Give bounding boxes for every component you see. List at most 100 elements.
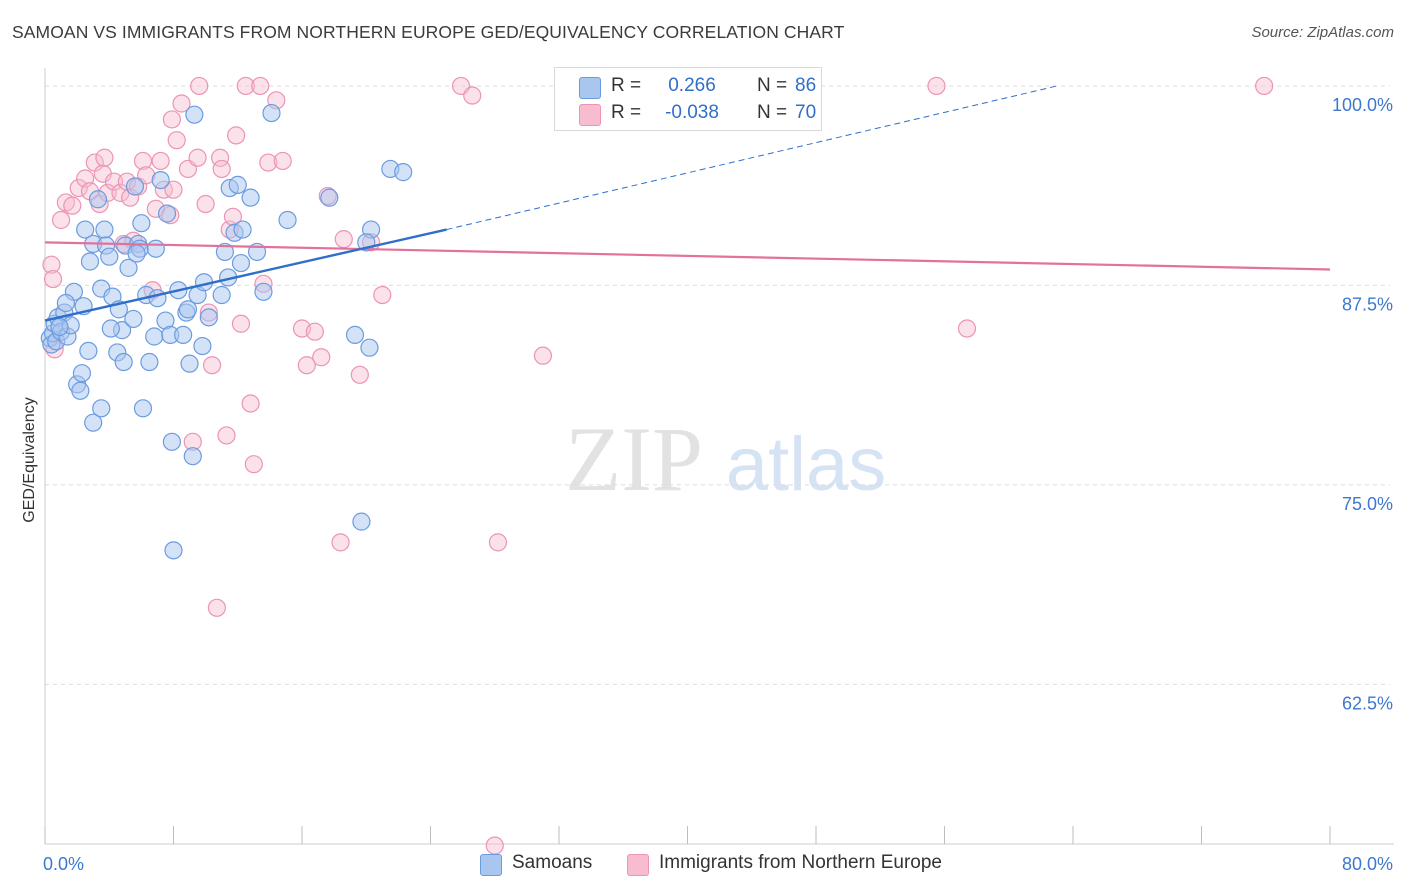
gridlines: [45, 85, 1390, 685]
data-point: [148, 289, 167, 308]
data-point: [140, 352, 159, 372]
data-point: [228, 175, 247, 194]
data-point: [92, 399, 111, 418]
data-point: [463, 86, 482, 105]
watermark-atlas: atlas: [726, 422, 887, 507]
data-point: [394, 163, 413, 182]
data-point: [69, 178, 88, 198]
data-point: [42, 255, 61, 274]
data-point: [88, 190, 108, 209]
legend-n-value: 86: [795, 75, 817, 96]
legend-r-label: R =: [611, 102, 642, 123]
x-tick-label-min: 0.0%: [43, 854, 84, 874]
data-point: [196, 194, 215, 214]
legend-n-label: N =: [757, 102, 788, 123]
data-point: [80, 252, 100, 271]
data-point: [227, 126, 246, 145]
data-point: [183, 447, 202, 466]
legend-swatch-pink: [579, 104, 601, 126]
data-point: [84, 413, 103, 432]
data-point: [164, 180, 183, 199]
legend-r-label: R =: [611, 75, 642, 96]
correlation-legend: R = 0.266 N = 86 R = -0.038 N = 70: [554, 67, 822, 131]
data-point: [957, 319, 977, 338]
data-point: [95, 148, 114, 167]
data-point: [927, 76, 946, 96]
data-point: [145, 327, 164, 346]
data-point: [79, 341, 98, 360]
data-point: [360, 338, 379, 357]
watermark: ZIP atlas: [565, 408, 886, 510]
legend-n-value: 70: [795, 102, 817, 123]
chart-title: SAMOAN VS IMMIGRANTS FROM NORTHERN EUROP…: [12, 22, 845, 42]
y-tick-label: 100.0%: [1332, 95, 1393, 115]
data-point: [231, 253, 251, 273]
trend-line-samoans: [44, 228, 447, 322]
legend-swatch-pink: [627, 854, 649, 876]
legend-r-value: -0.038: [665, 102, 719, 123]
data-point: [278, 210, 297, 230]
data-point: [162, 432, 181, 451]
data-point: [174, 325, 193, 345]
data-point: [215, 242, 234, 262]
data-point: [1255, 76, 1274, 96]
data-point: [273, 151, 292, 171]
data-point: [352, 512, 371, 531]
data-point: [104, 172, 124, 191]
trend-lines: [44, 85, 1331, 322]
data-point: [100, 247, 119, 266]
data-point: [43, 269, 63, 289]
data-point: [190, 76, 209, 96]
data-point: [76, 220, 95, 239]
data-point: [63, 196, 82, 215]
y-tick-label: 87.5%: [1342, 294, 1393, 314]
data-point: [51, 210, 71, 230]
legend-swatch-blue: [480, 854, 502, 876]
data-point: [217, 426, 236, 445]
data-point: [119, 258, 138, 277]
data-point: [172, 94, 191, 113]
data-point: [167, 131, 186, 150]
data-point: [241, 394, 260, 413]
data-point: [95, 220, 114, 239]
data-point: [164, 541, 183, 560]
data-point: [305, 322, 324, 341]
data-point: [114, 352, 133, 372]
trend-line-immigrants: [44, 241, 1331, 271]
data-point: [162, 110, 181, 129]
data-point: [236, 76, 255, 96]
data-point: [56, 293, 75, 313]
data-point: [199, 308, 218, 327]
data-point: [233, 220, 252, 239]
data-point: [251, 76, 270, 96]
data-point: [334, 230, 353, 249]
data-point: [178, 300, 198, 319]
series-legend: Samoans Immigrants from Northern Europe: [0, 852, 1406, 876]
data-point: [241, 188, 260, 207]
x-tick-label-max: 80.0%: [1342, 854, 1393, 874]
data-point: [320, 188, 339, 207]
data-point: [212, 159, 231, 179]
data-point: [71, 381, 90, 400]
legend-n-label: N =: [757, 75, 788, 96]
data-point: [180, 354, 199, 373]
watermark-zip: ZIP: [565, 408, 703, 510]
data-point: [254, 282, 273, 301]
data-point: [533, 346, 553, 365]
data-point: [350, 365, 369, 384]
data-point: [72, 364, 92, 383]
data-point: [124, 309, 143, 329]
data-point: [127, 244, 146, 263]
y-tick-label: 75.0%: [1342, 494, 1393, 514]
y-tick-label: 62.5%: [1342, 693, 1393, 713]
data-point: [244, 455, 263, 474]
data-point: [157, 204, 177, 223]
source-credit: Source: ZipAtlas.com: [1251, 24, 1394, 41]
data-point: [259, 153, 278, 172]
data-point: [133, 151, 153, 171]
legend-swatch-blue: [579, 77, 601, 99]
legend-label-samoans: Samoans: [512, 852, 593, 873]
data-point: [101, 319, 120, 338]
data-point: [151, 151, 170, 171]
data-point: [373, 285, 392, 305]
